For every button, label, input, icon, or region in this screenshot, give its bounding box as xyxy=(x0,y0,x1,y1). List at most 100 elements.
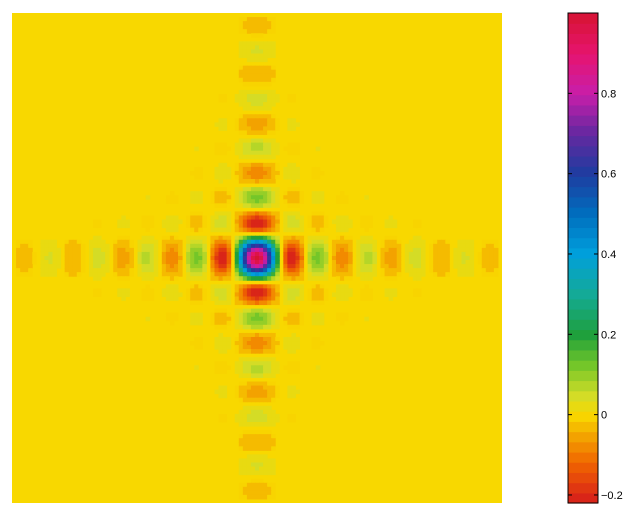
heatmap-cell xyxy=(125,223,130,229)
heatmap-cell xyxy=(149,288,155,293)
heatmap-cell xyxy=(388,243,394,249)
heatmap-cell xyxy=(250,397,256,403)
heatmap-cell xyxy=(392,255,398,261)
heatmap-cell xyxy=(238,349,244,354)
heatmap-cell xyxy=(97,255,102,261)
heatmap-cell xyxy=(218,187,224,192)
heatmap-cell xyxy=(48,264,53,269)
heatmap-cell xyxy=(331,268,337,273)
heatmap-cell xyxy=(218,195,224,200)
heatmap-cell xyxy=(40,239,45,245)
heatmap-cell xyxy=(259,77,264,83)
heatmap-cell xyxy=(254,478,260,484)
heatmap-cell xyxy=(234,320,240,326)
heatmap-cell xyxy=(267,393,272,399)
heatmap-cell xyxy=(360,288,365,293)
heatmap-cell xyxy=(250,300,256,306)
heatmap-cell xyxy=(165,264,171,269)
heatmap-cell xyxy=(469,255,475,261)
heatmap-cell xyxy=(234,203,240,208)
heatmap-cell xyxy=(295,247,301,253)
heatmap-cell xyxy=(92,288,98,293)
heatmap-cell xyxy=(97,264,102,269)
heatmap-cell xyxy=(299,223,305,229)
heatmap-cell xyxy=(291,308,296,314)
heatmap-cell xyxy=(198,211,203,216)
heatmap-cell xyxy=(238,215,244,221)
heatmap-cell xyxy=(97,292,102,297)
heatmap-cell xyxy=(76,251,82,257)
heatmap-cell xyxy=(190,260,195,265)
heatmap-cell xyxy=(145,255,151,261)
heatmap-cell xyxy=(271,422,276,427)
heatmap-cell xyxy=(250,413,256,419)
heatmap-cell xyxy=(263,126,268,131)
heatmap-cell xyxy=(263,466,268,472)
heatmap-cell xyxy=(335,296,341,302)
heatmap-cell xyxy=(234,98,240,103)
heatmap-cell xyxy=(250,494,256,500)
heatmap-cell xyxy=(271,316,276,322)
heatmap-cell xyxy=(234,336,240,342)
heatmap-cell xyxy=(295,191,301,196)
heatmap-cell xyxy=(287,413,292,419)
heatmap-cell xyxy=(331,251,337,257)
heatmap-cell xyxy=(287,251,292,257)
heatmap-cell xyxy=(263,53,268,59)
heatmap-cell xyxy=(218,243,224,249)
heatmap-cell xyxy=(465,251,471,257)
heatmap-cell xyxy=(323,247,329,253)
heatmap-cell xyxy=(287,243,292,249)
heatmap-cell xyxy=(259,345,264,350)
heatmap-cell xyxy=(250,470,256,476)
heatmap-cell xyxy=(97,247,102,253)
heatmap-cell xyxy=(238,276,244,281)
heatmap-cell xyxy=(283,312,288,318)
heatmap-cell xyxy=(453,247,458,253)
heatmap-cell xyxy=(246,494,252,500)
colorbar-band xyxy=(568,115,598,126)
heatmap-cell xyxy=(238,369,244,374)
heatmap-cell xyxy=(222,166,228,172)
heatmap-cell xyxy=(246,69,252,75)
heatmap-cell xyxy=(340,251,345,257)
heatmap-cell xyxy=(340,276,345,281)
heatmap-cell xyxy=(295,284,301,289)
heatmap-cell xyxy=(246,98,252,103)
heatmap-cell xyxy=(271,251,276,257)
heatmap-cell xyxy=(267,389,272,395)
heatmap-cell xyxy=(263,312,268,318)
heatmap-cell xyxy=(315,341,321,346)
heatmap-cell xyxy=(283,146,288,152)
heatmap-cell xyxy=(234,417,240,423)
heatmap-cell xyxy=(178,219,183,225)
heatmap-cell xyxy=(88,243,94,249)
heatmap-cell xyxy=(364,272,369,277)
heatmap-cell xyxy=(250,336,256,342)
heatmap-cell xyxy=(433,239,438,245)
heatmap-cell xyxy=(246,142,252,148)
heatmap-cell xyxy=(465,255,471,261)
heatmap-cell xyxy=(291,268,296,273)
heatmap-cell xyxy=(263,288,268,293)
heatmap-cell xyxy=(153,255,159,261)
heatmap-cell xyxy=(259,466,264,472)
heatmap-cell xyxy=(291,191,296,196)
heatmap-cell xyxy=(161,272,167,277)
heatmap-cell xyxy=(291,284,296,289)
heatmap-cell xyxy=(344,288,349,293)
heatmap-cell xyxy=(271,17,276,22)
heatmap-cell xyxy=(340,227,345,233)
heatmap-cell xyxy=(76,272,82,277)
heatmap-cell xyxy=(259,45,264,50)
heatmap-cell xyxy=(121,243,126,249)
heatmap-cell xyxy=(267,405,272,411)
heatmap-cell xyxy=(295,227,301,233)
heatmap-cell xyxy=(315,174,321,180)
heatmap-cell xyxy=(173,227,179,233)
heatmap-cell xyxy=(259,300,264,306)
heatmap-cell xyxy=(315,223,321,229)
heatmap-cell xyxy=(250,332,256,338)
heatmap-cell xyxy=(271,21,276,26)
heatmap-cell xyxy=(97,235,102,241)
